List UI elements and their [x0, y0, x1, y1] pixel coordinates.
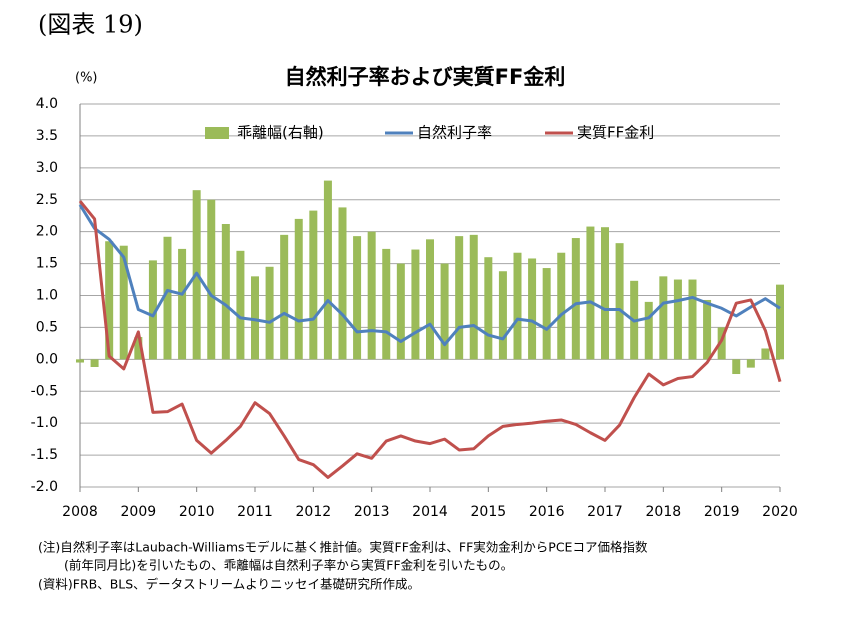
bar	[498, 271, 507, 360]
bar	[411, 249, 420, 360]
y-tick-label: 4.0	[36, 96, 58, 112]
y-tick-label: 3.5	[36, 128, 58, 144]
y-tick-label: 1.0	[36, 288, 58, 304]
bar	[586, 226, 595, 360]
note: (前年同月比)を引いたもの、乖離幅は自然利子率から実質FF金利を引いたもの。	[64, 558, 513, 573]
line	[78, 204, 781, 347]
bar	[90, 359, 99, 367]
bar	[280, 234, 289, 360]
bar	[426, 239, 434, 360]
figure-label: (図表 19)	[38, 11, 143, 39]
bar	[469, 234, 478, 360]
y-tick-label: 2.0	[36, 224, 58, 240]
y-tick-label: 0.0	[36, 351, 58, 367]
bar	[309, 210, 318, 360]
x-tick-label: 2008	[62, 504, 98, 520]
bar	[367, 231, 376, 360]
bar	[746, 359, 755, 368]
bar	[703, 299, 712, 360]
legend-label: 乖離幅(右軸)	[237, 124, 324, 142]
bar	[353, 236, 362, 360]
x-tick-label: 2011	[237, 504, 273, 520]
bar	[732, 359, 741, 375]
x-tick-label: 2013	[354, 504, 390, 520]
x-tick-label: 2014	[412, 504, 448, 520]
legend-swatch	[205, 127, 229, 139]
bar	[761, 348, 770, 360]
y-tick-label: 2.5	[36, 192, 58, 208]
bar	[484, 257, 493, 360]
bar	[571, 238, 580, 360]
bar	[294, 218, 303, 360]
y-tick-label: -1.5	[31, 447, 58, 463]
bar	[542, 268, 551, 360]
x-tick-label: 2018	[646, 504, 682, 520]
bar	[323, 180, 332, 360]
x-tick-label: 2015	[471, 504, 507, 520]
bar	[178, 248, 187, 360]
bar	[440, 263, 449, 360]
bar	[776, 284, 784, 360]
bar	[265, 266, 274, 360]
x-tick-label: 2010	[179, 504, 215, 520]
bar	[557, 252, 566, 360]
bar	[76, 359, 84, 363]
y-tick-label: 1.5	[36, 256, 58, 272]
y-tick-label: -2.0	[31, 479, 58, 495]
bar	[528, 258, 537, 360]
bar	[659, 276, 668, 360]
bar	[148, 260, 157, 360]
note: (資料)FRB、BLS、データストリームよりニッセイ基礎研究所作成。	[38, 577, 420, 592]
bar	[207, 199, 216, 360]
bar	[455, 236, 464, 360]
x-tick-label: 2017	[587, 504, 623, 520]
line	[78, 200, 782, 479]
bar	[251, 276, 259, 360]
x-tick-label: 2016	[529, 504, 565, 520]
y-tick-label: 0.5	[36, 319, 58, 335]
bar	[236, 250, 245, 360]
y-unit: (%)	[75, 71, 98, 86]
x-tick-label: 2009	[121, 504, 157, 520]
x-tick-label: 2020	[762, 504, 798, 520]
bar	[119, 245, 128, 360]
note: (注)自然利子率はLaubach-Williamsモデルに基く推計値。実質FF金…	[38, 540, 648, 555]
bar	[163, 236, 172, 360]
bar	[673, 279, 682, 360]
bar	[601, 227, 609, 360]
bar	[134, 336, 143, 360]
bar	[338, 207, 347, 360]
bar	[105, 241, 114, 360]
x-tick-label: 2012	[296, 504, 332, 520]
bar	[688, 279, 697, 360]
bar	[221, 224, 230, 360]
bar	[513, 252, 522, 360]
bar	[717, 327, 726, 360]
bar	[382, 248, 391, 360]
y-tick-label: 3.0	[36, 160, 58, 176]
legend-label: 実質FF金利	[577, 124, 654, 142]
bar	[396, 263, 405, 360]
y-tick-label: -1.0	[31, 415, 58, 431]
chart-title: 自然利子率および実質FF金利	[285, 65, 566, 89]
legend-label: 自然利子率	[417, 124, 492, 142]
x-tick-label: 2019	[704, 504, 740, 520]
bar	[644, 301, 653, 360]
bar	[615, 243, 624, 360]
y-tick-label: -0.5	[31, 383, 58, 399]
